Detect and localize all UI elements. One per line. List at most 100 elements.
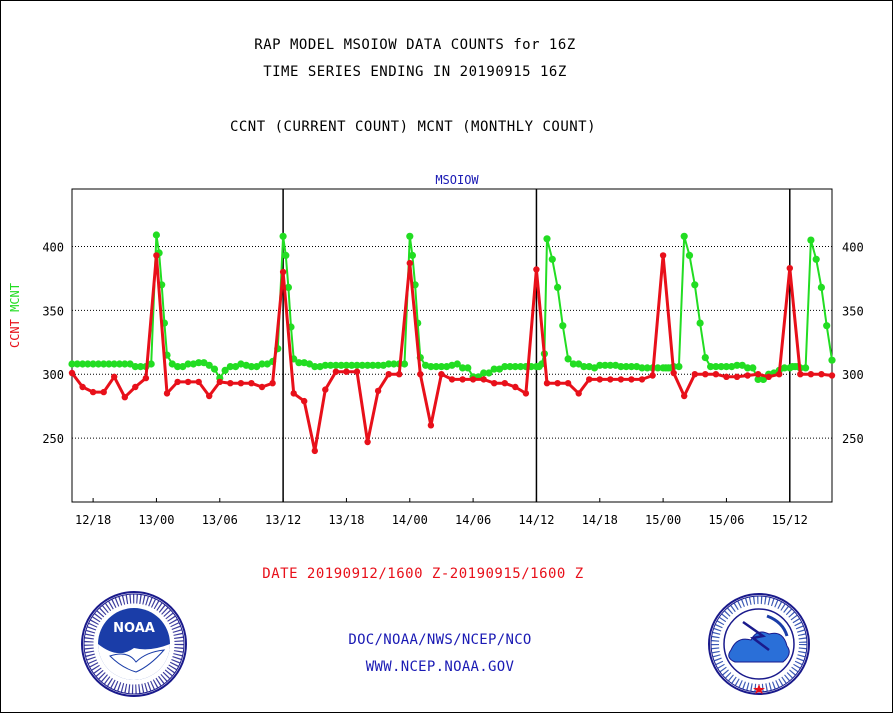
nws-logo-icon	[708, 593, 810, 695]
mcnt-data-point	[580, 363, 588, 371]
mcnt-data-point	[654, 364, 662, 372]
chart-title-line-2: TIME SERIES ENDING IN 20190915 16Z	[263, 64, 567, 80]
mcnt-data-point	[84, 360, 92, 368]
x-tick-label: 14/06	[455, 513, 491, 527]
mcnt-data-point	[390, 360, 398, 368]
x-tick-label: 14/00	[392, 513, 428, 527]
mcnt-data-point	[364, 361, 372, 369]
mcnt-data-point	[696, 319, 704, 327]
ccnt-data-point	[353, 368, 361, 375]
mcnt-data-point	[137, 363, 145, 371]
y-tick-label-left: 300	[42, 368, 64, 382]
ccnt-data-point	[533, 266, 540, 273]
x-tick-label: 14/18	[582, 513, 618, 527]
ccnt-data-point	[448, 376, 456, 383]
y-tick-label-right: 400	[842, 240, 864, 254]
ccnt-data-point	[438, 371, 445, 378]
ccnt-data-point	[765, 373, 772, 380]
mcnt-data-point	[564, 355, 572, 363]
mcnt-data-point	[733, 361, 741, 369]
agency-website-link[interactable]: WWW.NCEP.NOAA.GOV	[365, 659, 515, 675]
y-tick-label-left: 400	[42, 240, 64, 254]
ccnt-data-point	[723, 373, 730, 380]
mcnt-data-point	[559, 322, 567, 330]
mcnt-data-point	[221, 366, 229, 374]
ccnt-data-point	[237, 380, 245, 387]
mcnt-data-point	[754, 375, 762, 383]
mcnt-data-point	[400, 360, 409, 368]
ccnt-data-point	[575, 390, 582, 397]
mcnt-data-point	[453, 360, 461, 368]
ccnt-data-point	[670, 369, 677, 377]
mcnt-data-point	[643, 364, 651, 372]
mcnt-data-point	[817, 283, 826, 291]
mcnt-data-point	[680, 232, 688, 240]
ccnt-data-point	[279, 268, 287, 276]
mcnt-data-point	[807, 236, 815, 244]
ccnt-data-point	[311, 447, 318, 455]
ccnt-data-point	[216, 378, 223, 386]
ccnt-data-point	[68, 369, 76, 377]
ccnt-data-point	[818, 371, 825, 378]
y-axis-label-ccnt: CCNT	[8, 312, 22, 348]
mcnt-data-point	[606, 361, 614, 369]
mcnt-data-point	[94, 360, 102, 368]
mcnt-data-point	[369, 361, 377, 369]
series-legend-line: CCNT (CURRENT COUNT) MCNT (MONTHLY COUNT…	[229, 119, 597, 135]
mcnt-data-point	[490, 365, 498, 373]
agency-path-link[interactable]: DOC/NOAA/NWS/NCEP/NCO	[348, 632, 532, 648]
x-tick-label: 15/00	[645, 513, 681, 527]
mcnt-data-point	[110, 360, 118, 368]
ccnt-data-point	[491, 380, 498, 387]
mcnt-data-point	[332, 361, 340, 369]
mcnt-data-point	[226, 363, 234, 371]
mcnt-data-point	[311, 363, 319, 371]
y-tick-label-left: 350	[42, 304, 64, 318]
ccnt-data-point	[522, 390, 530, 397]
chart-title-line-1: RAP MODEL MSOIOW DATA COUNTS for 16Z	[254, 37, 576, 53]
ccnt-data-point	[649, 372, 656, 379]
mcnt-data-point	[195, 359, 203, 367]
mcnt-data-point	[707, 363, 715, 371]
ccnt-data-point	[659, 252, 667, 259]
ccnt-data-point	[184, 378, 192, 386]
mcnt-data-point	[511, 363, 519, 371]
mcnt-data-point	[501, 363, 509, 371]
mcnt-data-point	[205, 361, 213, 369]
ccnt-data-point	[385, 371, 392, 378]
ccnt-data-point	[111, 373, 118, 380]
mcnt-data-point	[115, 360, 124, 368]
mcnt-data-point	[152, 231, 160, 239]
ccnt-data-point	[195, 378, 202, 386]
mcnt-data-point	[105, 360, 113, 368]
ccnt-data-point	[322, 386, 329, 393]
mcnt-data-point	[780, 364, 789, 372]
mcnt-data-point	[638, 364, 646, 372]
ccnt-data-point	[427, 422, 435, 429]
ccnt-data-point	[290, 390, 297, 397]
ccnt-series-line	[70, 253, 833, 453]
mcnt-data-point	[802, 364, 810, 372]
ccnt-data-point	[258, 383, 266, 391]
mcnt-data-point	[701, 354, 709, 362]
mcnt-data-point	[258, 360, 266, 368]
mcnt-data-point	[712, 363, 720, 371]
mcnt-data-point	[464, 364, 472, 372]
mcnt-data-point	[506, 363, 514, 371]
mcnt-data-point	[279, 232, 287, 240]
mcnt-data-point	[812, 255, 820, 263]
y-tick-label-right: 300	[842, 368, 864, 382]
mcnt-data-point	[247, 363, 255, 371]
mcnt-data-point	[685, 251, 694, 259]
ccnt-data-point	[269, 380, 276, 387]
ccnt-data-point	[417, 371, 424, 378]
mcnt-data-point	[210, 365, 219, 373]
mcnt-data-point	[627, 363, 636, 371]
mcnt-data-point	[147, 360, 155, 368]
mcnt-data-point	[131, 363, 139, 371]
mcnt-data-point	[385, 360, 393, 368]
ccnt-data-point	[754, 371, 762, 378]
ccnt-data-point	[744, 372, 751, 379]
plot-title: MSOIOW	[435, 173, 479, 187]
